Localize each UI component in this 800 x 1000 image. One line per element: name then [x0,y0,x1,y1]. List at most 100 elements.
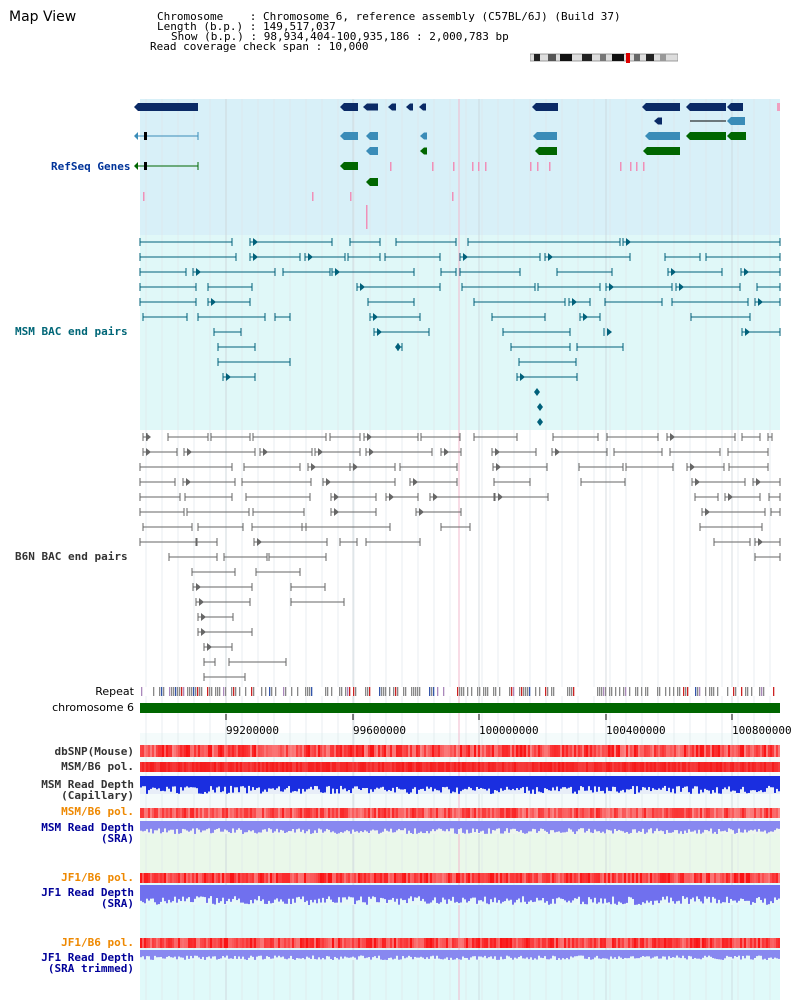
heat-cell [424,762,426,772]
depth-bar [722,821,724,832]
heat-cell [306,745,308,757]
track-label-msm-depth-capillary[interactable]: MSM Read Depth (Capillary) [41,779,134,801]
heat-cell [550,745,552,757]
heat-cell [778,808,780,818]
heat-cell [384,745,386,757]
heat-cell [536,873,538,883]
heat-cell [690,808,692,818]
depth-bar [172,885,174,902]
heat-cell [774,808,776,818]
heat-cell [502,808,504,818]
depth-bar [662,885,664,897]
depth-bar [736,821,738,833]
depth-bar [416,885,418,898]
heat-cell [594,873,596,883]
track-label-msm-bac[interactable]: MSM BAC end pairs [15,325,128,338]
heat-cell [750,762,752,772]
depth-bar [160,885,162,902]
heat-cell [290,745,292,757]
repeat-mark [463,687,465,696]
heat-cell [408,873,410,883]
depth-bar [472,950,474,957]
depth-bar [164,776,166,792]
depth-bar [630,885,632,898]
heat-cell [628,808,630,818]
depth-bar [548,950,550,960]
heat-cell [590,745,592,757]
repeat-mark [275,687,277,696]
track-label-jf1-depth-sra[interactable]: JF1 Read Depth (SRA) [41,887,134,909]
chromosome-ideogram[interactable] [530,53,678,63]
heat-cell [160,745,162,757]
track-label-dbsnp[interactable]: dbSNP(Mouse) [54,745,134,758]
bac-pair-arrow [201,628,206,636]
heat-cell [158,873,160,883]
track-label-jf1-pol-2[interactable]: JF1/B6 pol. [61,936,134,949]
heat-cell [726,762,728,772]
repeat-mark [231,687,233,696]
depth-bar [758,950,760,956]
depth-bar [314,821,316,831]
depth-bar [250,950,252,956]
heat-cell [182,938,184,948]
depth-bar [204,885,206,898]
heat-cell [538,762,540,772]
depth-bar [626,885,628,903]
heat-cell [416,745,418,757]
depth-bar [222,950,224,957]
heat-cell [248,808,250,818]
heat-cell [474,745,476,757]
heat-cell [534,762,536,772]
depth-bar [736,885,738,903]
heat-cell [144,808,146,818]
heat-cell [610,873,612,883]
depth-bar [568,885,570,901]
depth-bar [588,776,590,787]
depth-bar [208,950,210,957]
heat-cell [318,745,320,757]
heat-cell [530,762,532,772]
heat-cell [174,762,176,772]
heat-cell [436,938,438,948]
heat-cell [228,745,230,757]
track-label-jf1-pol[interactable]: JF1/B6 pol. [61,871,134,884]
depth-bar [748,776,750,793]
depth-bar [640,776,642,791]
track-label-b6n-bac[interactable]: B6N BAC end pairs [15,550,128,563]
heat-cell [238,745,240,757]
depth-bar [516,885,518,900]
track-label-msm-pol[interactable]: MSM/B6 pol. [61,760,134,773]
track-label-msm-pol-2[interactable]: MSM/B6 pol. [61,805,134,818]
heat-cell [524,938,526,948]
track-label-msm-depth-sra[interactable]: MSM Read Depth (SRA) [41,822,134,844]
heat-cell [758,808,760,818]
depth-bar [586,776,588,791]
heat-cell [284,762,286,772]
depth-bar [350,776,352,794]
track-label-refseq[interactable]: RefSeq Genes [51,160,131,173]
depth-bar [242,821,244,834]
depth-bar [174,821,176,834]
heat-cell [692,808,694,818]
heat-cell [302,938,304,948]
depth-bar [502,821,504,834]
bac-pair-arrow [326,478,331,486]
depth-bar [462,776,464,790]
depth-bar [260,776,262,794]
depth-bar [568,776,570,788]
heat-cell [530,873,532,883]
depth-bar [264,776,266,790]
depth-bar [506,821,508,829]
depth-bar [438,821,440,829]
track-label-jf1-depth-trimmed[interactable]: JF1 Read Depth (SRA trimmed) [41,952,134,974]
chromosome-bar-group [140,703,780,720]
heat-cell [596,938,598,948]
heat-cell [406,873,408,883]
depth-bar [496,885,498,903]
depth-bar [156,776,158,790]
depth-bar [576,776,578,794]
repeat-mark [611,687,613,696]
heat-cell [452,938,454,948]
depth-bar [208,821,210,829]
